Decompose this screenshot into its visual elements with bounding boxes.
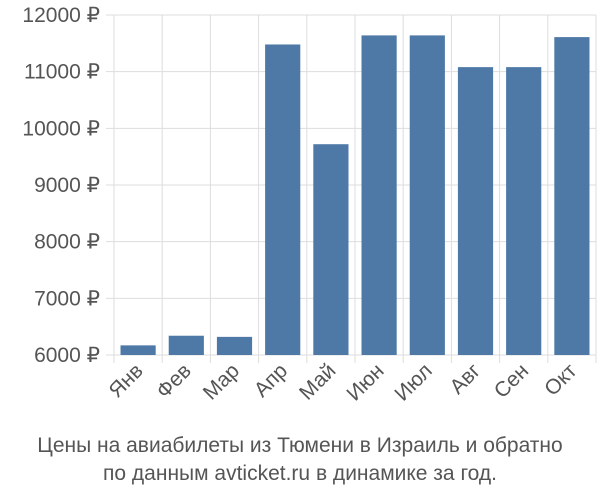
x-tick-label: Сен	[490, 359, 533, 402]
x-tick-label: Янв	[105, 359, 148, 402]
x-tick-label: Июл	[390, 359, 436, 405]
x-tick-label: Окт	[540, 359, 582, 401]
y-tick-label: 7000 ₽	[34, 287, 100, 310]
x-tick-label: Мар	[199, 359, 244, 404]
bar-chart: 6000 ₽ 7000 ₽ 8000 ₽ 9000 ₽ 10000 ₽ 11000 ₽ 12…	[22, 4, 597, 406]
x-tick-label: Апр	[250, 359, 292, 401]
y-tick-label: 10000 ₽	[22, 117, 100, 140]
y-tick-label: 8000 ₽	[34, 231, 100, 254]
bars	[120, 35, 590, 356]
bar	[506, 67, 542, 355]
y-tick-label: 9000 ₽	[34, 174, 100, 197]
y-axis: 6000 ₽ 7000 ₽ 8000 ₽ 9000 ₽ 10000 ₽ 11000 ₽ 12…	[22, 4, 100, 367]
bar	[409, 35, 445, 356]
y-tick-label: 6000 ₽	[34, 344, 100, 367]
bar	[457, 67, 494, 355]
bar	[265, 44, 301, 355]
bar	[554, 37, 590, 355]
chart-caption-line-1: Цены на авиабилеты из Тюмени в Израиль и…	[37, 434, 563, 457]
x-tick-label: Май	[295, 359, 340, 404]
bar	[168, 335, 204, 355]
x-tick-label: Авг	[446, 359, 486, 399]
x-tick-label: Июн	[342, 359, 388, 405]
x-axis: Янв Фев Мар Апр Май Июн Июл Авг Сен Окт	[105, 359, 582, 406]
bar	[120, 345, 156, 355]
bar	[313, 144, 349, 355]
y-tick-label: 11000 ₽	[24, 61, 100, 84]
chart-caption-line-2: по данным avticket.ru в динамике за год.	[103, 462, 497, 485]
bar	[361, 35, 397, 356]
bar	[216, 336, 253, 355]
grid-lines	[106, 14, 597, 363]
y-tick-label: 12000 ₽	[22, 4, 100, 27]
x-tick-label: Фев	[152, 359, 196, 403]
